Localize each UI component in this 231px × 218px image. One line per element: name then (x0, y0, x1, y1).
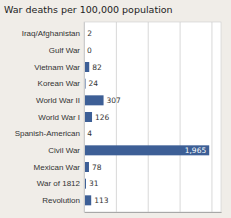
bar (84, 95, 104, 105)
bar (84, 145, 209, 155)
y-tick: Civil War (48, 146, 84, 155)
data-label: 82 (92, 63, 102, 72)
data-labels: 2 082 24 307 1264 1,965 78 31 113 (87, 29, 206, 205)
grid-line (116, 22, 117, 212)
grid-line (84, 22, 85, 212)
x-tick (84, 22, 85, 212)
y-tick-label: World War I (38, 113, 80, 122)
y-tick-label: Civil War (48, 146, 80, 155)
plot-background (84, 22, 221, 212)
y-tick-label: Iraq/Afghanistan (22, 29, 80, 38)
y-tick-label: Vietnam War (34, 63, 80, 72)
data-label: 31 (89, 179, 99, 188)
data-label: 78 (92, 163, 102, 172)
data-label: 307 (107, 96, 122, 105)
y-tick-label: Mexican War (34, 163, 81, 172)
y-tick-label: Korean War (38, 79, 81, 88)
bar (84, 195, 91, 205)
y-tick-label: Revolution (42, 196, 80, 205)
y-tick-label: Gulf War (49, 46, 81, 55)
title: War deaths per 100,000 population (4, 4, 173, 15)
chart: War deaths per 100,000 population Iraq/Af… (0, 0, 231, 218)
y-tick-label: World War II (36, 96, 80, 105)
data-label: 113 (94, 196, 109, 205)
x-tick (116, 22, 117, 212)
x-tick (211, 22, 212, 212)
x-tick (180, 22, 181, 212)
y-tick: Iraq/Afghanistan (22, 29, 84, 38)
data-label: 24 (89, 79, 99, 88)
y-tick: Gulf War (49, 46, 84, 55)
data-label: 1,965 (185, 146, 207, 155)
y-tick: War of 1812 (37, 179, 84, 188)
y-tick-label: Spanish-American (15, 129, 80, 138)
y-tick: Korean War (38, 79, 84, 88)
data-label: 2 (87, 29, 92, 38)
grid-line (180, 22, 181, 212)
data-label: 4 (87, 129, 92, 138)
y-tick: Mexican War (34, 163, 84, 172)
data-label: 126 (95, 113, 110, 122)
bar (84, 112, 92, 122)
y-tick: Vietnam War (34, 63, 84, 72)
grid-line (211, 22, 212, 212)
data-label: 0 (87, 46, 92, 55)
plot: Iraq/Afghanistan Gulf War Vietnam War Korea… (15, 22, 222, 213)
x-tick (148, 22, 149, 212)
y-axis: Iraq/Afghanistan Gulf War Vietnam War Korea… (15, 23, 85, 213)
y-tick: Spanish-American (15, 129, 84, 138)
plot-frame (84, 22, 221, 212)
x-axis (85, 22, 222, 213)
grid-line (148, 22, 149, 212)
y-axis-line (84, 23, 85, 213)
bars (84, 29, 209, 206)
y-tick: Revolution (42, 196, 84, 205)
y-tick-label: War of 1812 (37, 179, 81, 188)
y-tick: World War II (36, 96, 84, 105)
y-tick: World War I (38, 113, 84, 122)
